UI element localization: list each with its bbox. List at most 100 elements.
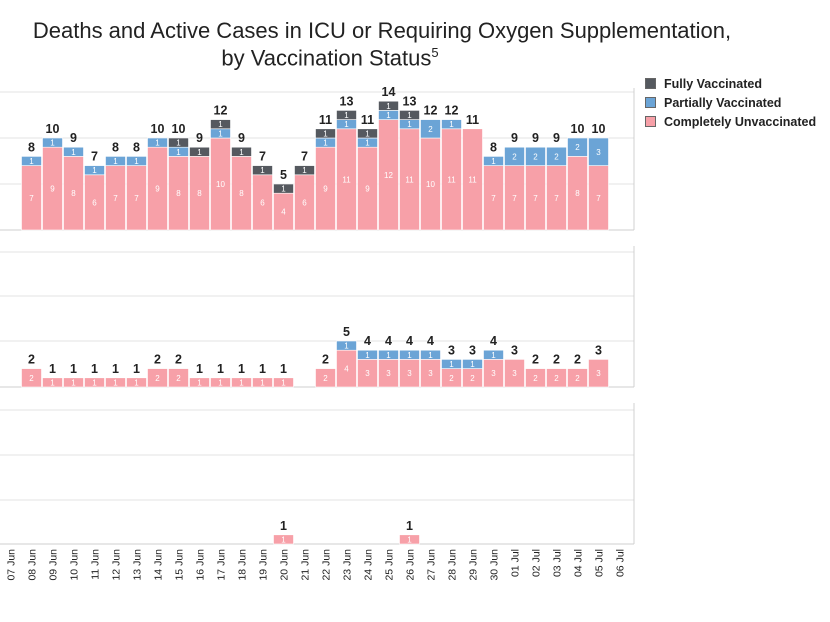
bar-segment-partially-vaccinated [399,349,420,360]
bar-segment-fully-vaccinated [273,183,294,194]
legend-label-partially-vaccinated: Partially Vaccinated [664,95,782,110]
segment-value-label: 6 [92,198,97,207]
bar-segment-completely-unvaccinated [168,368,189,388]
segment-value-label: 2 [575,143,580,152]
segment-value-label: 2 [512,152,517,161]
bar-segment-completely-unvaccinated [84,377,105,388]
segment-value-label: 1 [197,378,202,387]
bar-total-label: 9 [196,131,203,145]
segment-value-label: 1 [344,111,349,120]
segment-value-label: 1 [260,166,265,175]
segment-value-label: 1 [260,378,265,387]
bar-segment-fully-vaccinated [399,110,420,120]
bar-segment-partially-vaccinated [462,359,483,369]
segment-value-label: 1 [92,166,97,175]
bar-segment-partially-vaccinated [504,146,525,166]
bar-total-label: 10 [46,122,60,136]
segment-value-label: 2 [554,374,559,383]
x-tick-label: 05 Jul [594,549,606,577]
segment-value-label: 1 [407,111,412,120]
chart-subtitle-text: by Vaccination Status [221,45,432,71]
bar-total-label: 4 [427,334,434,348]
segment-value-label: 7 [512,194,517,203]
x-tick-label: 07 Jun [6,549,18,581]
segment-value-label: 8 [176,189,181,198]
segment-value-label: 7 [554,194,559,203]
legend-item-partially-vaccinated: Partially Vaccinated [645,93,816,112]
bar-total-label: 1 [238,362,245,376]
bar-segment-completely-unvaccinated [504,359,525,388]
segment-value-label: 6 [302,198,307,207]
segment-value-label: 1 [386,111,391,120]
x-tick-label: 17 Jun [216,549,228,581]
bar-segment-fully-vaccinated [189,146,210,157]
bar-segment-completely-unvaccinated [147,368,168,388]
bar-total-label: 10 [151,122,165,136]
x-tick-label: 13 Jun [132,549,144,581]
bar-total-label: 1 [133,362,140,376]
segment-value-label: 1 [365,351,370,360]
bar-segment-partially-vaccinated [336,340,357,351]
segment-value-label: 1 [176,148,181,157]
segment-value-label: 8 [197,189,202,198]
x-tick-label: 20 Jun [279,549,291,581]
x-tick-label: 14 Jun [153,549,165,581]
bar-total-label: 3 [595,343,602,357]
bar-segment-fully-vaccinated [168,137,189,148]
segment-value-label: 1 [428,351,433,360]
segment-value-label: 3 [428,369,433,378]
segment-value-label: 1 [113,378,118,387]
bar-total-label: 7 [301,150,308,164]
bar-total-label: 5 [280,168,287,182]
segment-value-label: 1 [218,129,223,138]
bar-total-label: 4 [406,334,413,348]
bar-segment-partially-vaccinated [441,359,462,369]
segment-value-label: 1 [281,535,286,544]
x-tick-label: 30 Jun [489,549,501,581]
segment-value-label: 1 [155,139,160,148]
bar-total-label: 7 [91,150,98,164]
bar-segment-partially-vaccinated [483,349,504,360]
bar-segment-completely-unvaccinated [126,377,147,388]
segment-value-label: 4 [281,208,286,217]
bar-segment-partially-vaccinated [105,156,126,166]
bar-segment-partially-vaccinated [483,156,504,166]
segment-value-label: 2 [533,374,538,383]
bar-segment-partially-vaccinated [420,349,441,360]
bar-segment-completely-unvaccinated [252,377,273,388]
x-tick-label: 06 Jul [615,549,627,577]
bar-total-label: 1 [280,519,287,533]
bar-segment-completely-unvaccinated [399,534,420,545]
bar-segment-partially-vaccinated [420,119,441,139]
segment-value-label: 9 [155,185,160,194]
segment-value-label: 1 [113,157,118,166]
bar-segment-fully-vaccinated [315,128,336,139]
legend: Fully Vaccinated Partially Vaccinated Co… [645,74,816,131]
bar-total-label: 14 [382,85,396,99]
x-tick-label: 18 Jun [237,549,249,581]
bar-segment-fully-vaccinated [294,165,315,176]
bar-segment-fully-vaccinated [231,146,252,157]
segment-value-label: 3 [407,369,412,378]
segment-value-label: 1 [323,129,328,138]
segment-value-label: 8 [239,189,244,198]
segment-value-label: 1 [407,120,412,129]
segment-value-label: 1 [470,360,475,369]
segment-value-label: 1 [218,378,223,387]
bar-segment-completely-unvaccinated [63,377,84,388]
segment-value-label: 8 [71,189,76,198]
segment-value-label: 1 [218,120,223,129]
segment-value-label: 2 [533,152,538,161]
x-tick-label: 09 Jun [48,549,60,581]
bar-total-label: 12 [214,104,228,118]
segment-value-label: 1 [323,139,328,148]
segment-value-label: 7 [491,194,496,203]
x-tick-label: 08 Jun [27,549,39,581]
bar-total-label: 2 [322,353,329,367]
segment-value-label: 1 [407,351,412,360]
bar-segment-completely-unvaccinated [42,377,63,388]
bar-total-label: 8 [133,140,140,154]
segment-value-label: 1 [449,120,454,129]
bar-total-label: 1 [70,362,77,376]
bar-segment-completely-unvaccinated [315,368,336,388]
